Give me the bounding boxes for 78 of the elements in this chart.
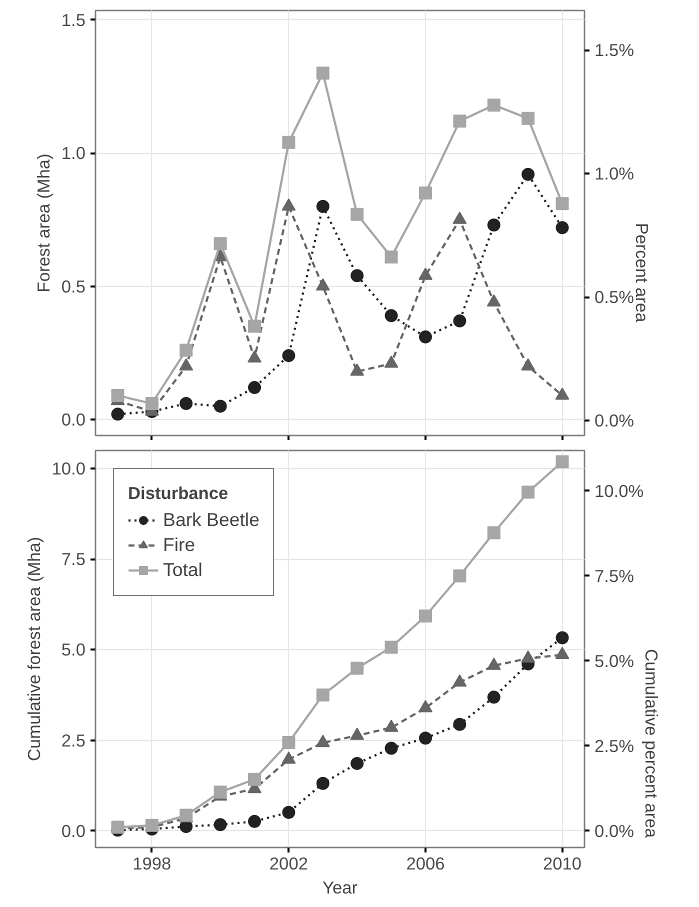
y2-tick-label: 7.5% [594, 566, 634, 586]
y-axis-title: Forest area (Mha) [33, 154, 54, 292]
point [418, 610, 432, 623]
point [282, 349, 296, 362]
point [248, 772, 262, 786]
point [556, 197, 569, 210]
point [384, 250, 398, 264]
y-tick-label: 1.5 [61, 10, 86, 30]
y-axis-title: Cumulative forest area (Mha) [24, 536, 44, 762]
point [180, 344, 193, 357]
y2-tick-label: 0.5% [594, 287, 634, 308]
point [282, 136, 296, 149]
point [418, 732, 432, 745]
y-tick-label: 1.0 [61, 143, 86, 164]
point [556, 455, 569, 468]
point [214, 786, 227, 799]
point [214, 818, 227, 832]
legend-title: Disturbance [128, 483, 230, 504]
point [556, 221, 569, 234]
y2-tick-label: 1.5% [594, 40, 634, 60]
y2-tick-label: 0.0% [594, 820, 634, 841]
y-tick-label: 0.0 [61, 410, 86, 430]
point [453, 314, 466, 328]
x-tick-label: 2002 [269, 854, 308, 874]
point [111, 389, 124, 402]
point [522, 168, 535, 181]
point [522, 112, 535, 125]
point [453, 718, 466, 731]
point [248, 381, 262, 394]
point [316, 776, 330, 790]
point [453, 569, 466, 582]
point [111, 408, 124, 421]
y-tick-label: 0.0 [61, 820, 86, 841]
point [487, 98, 500, 112]
x-tick-label: 2010 [543, 854, 582, 874]
point [316, 688, 330, 702]
point [214, 237, 227, 250]
point [248, 814, 262, 828]
point [350, 269, 364, 282]
x-axis-title: Year [322, 878, 358, 898]
point [214, 400, 227, 413]
x-tick-label: 2006 [406, 854, 445, 874]
point [282, 806, 296, 819]
x-tick-label: 1998 [132, 854, 172, 874]
point [522, 486, 535, 499]
point [487, 690, 500, 704]
point [487, 218, 500, 232]
y2-tick-label: 2.5% [594, 736, 634, 756]
point [350, 662, 364, 675]
y-tick-label: 2.5 [61, 730, 86, 750]
point [384, 309, 398, 322]
point [350, 208, 364, 221]
legend-label: Fire [163, 534, 196, 556]
point [418, 186, 432, 200]
point [453, 114, 466, 128]
y-tick-label: 0.5 [61, 276, 86, 296]
y2-axis-title: Cumulative percent area [642, 649, 662, 838]
legend-label: Bark Beetle [163, 509, 260, 531]
point [384, 742, 398, 755]
point [180, 397, 193, 410]
y2-tick-label: 1.0% [594, 164, 634, 184]
point [418, 330, 432, 344]
point [145, 397, 158, 410]
point [350, 756, 364, 770]
point [316, 200, 330, 213]
y2-tick-label: 10.0% [594, 480, 644, 501]
point [487, 526, 500, 540]
point [556, 631, 569, 644]
y-tick-label: 5.0 [61, 640, 86, 660]
point [248, 320, 262, 333]
y-tick-label: 10.0 [52, 458, 86, 479]
point [282, 736, 296, 749]
y2-tick-label: 0.0% [594, 410, 634, 431]
legend-label: Total [163, 559, 202, 581]
point [384, 640, 398, 654]
point [316, 66, 330, 80]
y2-tick-label: 5.0% [594, 650, 634, 671]
y-tick-label: 7.5 [61, 549, 86, 570]
